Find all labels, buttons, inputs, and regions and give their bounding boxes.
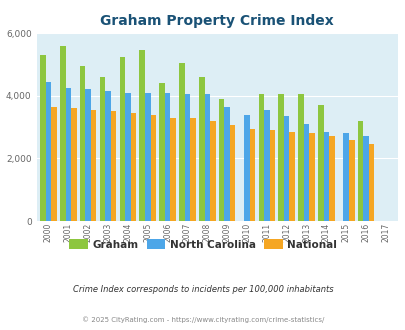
Bar <box>139 50 145 221</box>
Bar <box>368 144 373 221</box>
Bar <box>263 110 269 221</box>
Bar <box>283 116 289 221</box>
Bar <box>249 129 255 221</box>
Bar <box>209 121 215 221</box>
Bar <box>218 99 224 221</box>
Bar <box>51 107 57 221</box>
Bar <box>357 121 362 221</box>
Bar <box>170 117 175 221</box>
Bar <box>224 107 229 221</box>
Bar <box>105 91 111 221</box>
Bar <box>204 94 209 221</box>
Bar <box>40 55 45 221</box>
Bar <box>119 56 125 221</box>
Bar <box>258 94 263 221</box>
Bar <box>323 132 328 221</box>
Bar <box>184 94 190 221</box>
Bar <box>328 137 334 221</box>
Text: Crime Index corresponds to incidents per 100,000 inhabitants: Crime Index corresponds to incidents per… <box>72 285 333 294</box>
Bar <box>244 115 249 221</box>
Bar <box>145 92 150 221</box>
Bar <box>71 108 77 221</box>
Bar <box>190 117 195 221</box>
Bar <box>111 112 116 221</box>
Bar <box>45 82 51 221</box>
Bar <box>150 115 156 221</box>
Legend: Graham, North Carolina, National: Graham, North Carolina, National <box>65 235 340 254</box>
Bar <box>362 137 368 221</box>
Bar <box>65 88 71 221</box>
Bar <box>100 77 105 221</box>
Bar <box>278 94 283 221</box>
Bar <box>317 105 323 221</box>
Bar <box>164 92 170 221</box>
Bar <box>91 110 96 221</box>
Bar <box>80 66 85 221</box>
Title: Graham Property Crime Index: Graham Property Crime Index <box>100 14 333 28</box>
Bar <box>269 130 275 221</box>
Bar <box>179 63 184 221</box>
Bar <box>159 83 164 221</box>
Bar <box>343 133 348 221</box>
Bar <box>130 113 136 221</box>
Bar <box>60 46 65 221</box>
Bar <box>348 140 354 221</box>
Text: © 2025 CityRating.com - https://www.cityrating.com/crime-statistics/: © 2025 CityRating.com - https://www.city… <box>82 316 323 323</box>
Bar <box>289 132 294 221</box>
Bar <box>85 89 91 221</box>
Bar <box>309 133 314 221</box>
Bar <box>125 92 130 221</box>
Bar <box>229 125 235 221</box>
Bar <box>303 124 309 221</box>
Bar <box>198 77 204 221</box>
Bar <box>298 94 303 221</box>
